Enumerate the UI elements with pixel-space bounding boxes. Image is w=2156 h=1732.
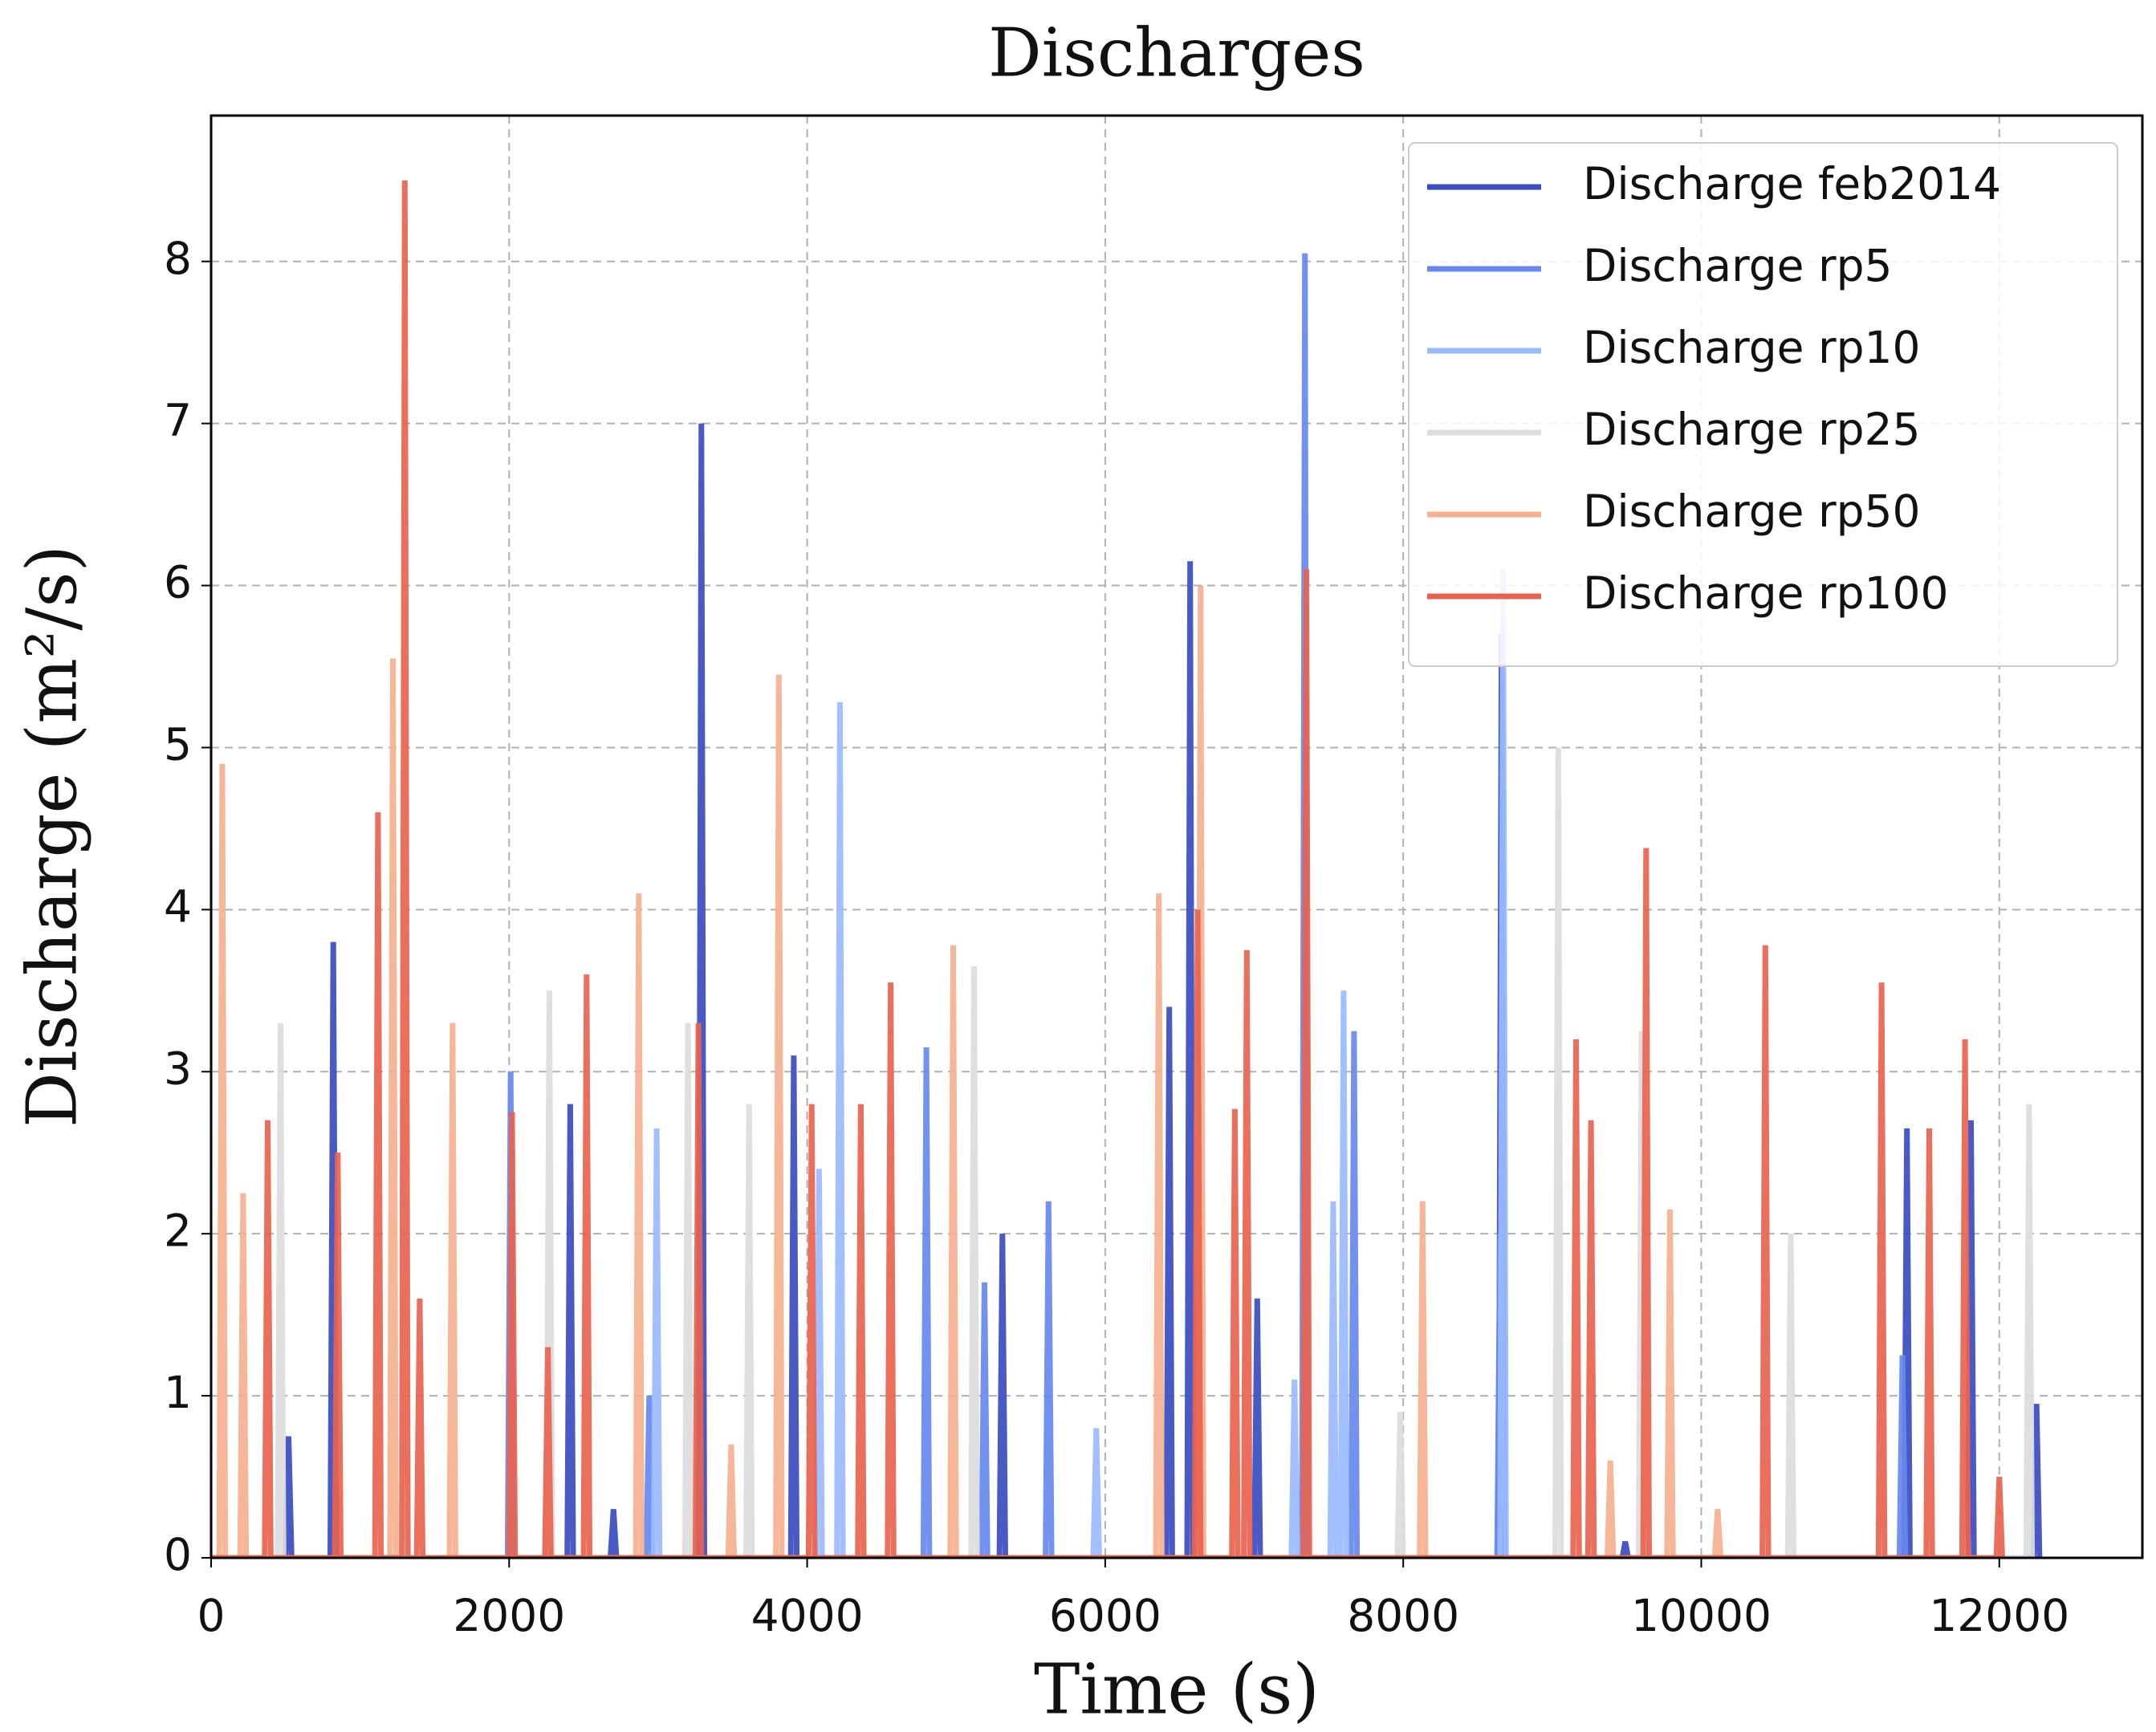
x-tick-label: 10000 [1631,1590,1772,1641]
y-axis-label: Discharge (m²/s) [13,545,93,1128]
y-tick-label: 6 [164,557,192,608]
legend-label: Discharge rp5 [1583,240,1892,291]
legend-label: Discharge rp50 [1583,486,1920,537]
y-tick-label: 3 [164,1043,192,1094]
y-tick-label: 4 [164,881,192,933]
y-tick-label: 8 [164,233,192,284]
legend-label: Discharge rp10 [1583,322,1920,373]
series-line [211,747,2036,1558]
legend-label: Discharge feb2014 [1583,158,2001,209]
x-tick-label: 4000 [751,1590,864,1641]
y-tick-label: 0 [164,1529,192,1580]
y-tick-label: 7 [164,395,192,446]
x-tick-label: 8000 [1347,1590,1459,1641]
x-tick-label: 0 [197,1590,226,1641]
y-tick-label: 1 [164,1367,192,1418]
plot-frame [209,114,2144,1559]
series-line [211,585,1724,1558]
y-tick-label: 2 [164,1205,192,1256]
legend-label: Discharge rp100 [1583,567,1948,619]
chart-title: Discharges [988,14,1365,92]
x-tick-label: 12000 [1929,1590,2069,1641]
x-tick-label: 6000 [1049,1590,1161,1641]
x-tick-label: 2000 [453,1590,565,1641]
legend-label: Discharge rp25 [1583,404,1920,455]
y-tick-label: 5 [164,719,192,770]
x-axis-label: Time (s) [1034,1650,1320,1730]
series-line [211,569,1509,1558]
legend-box [1408,142,2118,667]
series-line [211,423,2043,1558]
